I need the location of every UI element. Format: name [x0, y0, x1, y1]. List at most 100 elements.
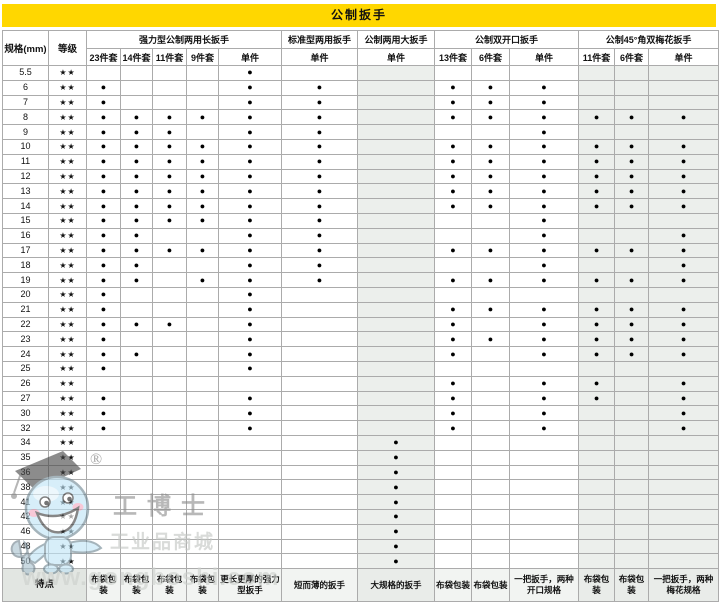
grade-cell: ★★ [48, 494, 87, 510]
empty-cell [471, 420, 510, 436]
availability-dot-cell: ● [578, 331, 616, 348]
empty-cell [86, 538, 121, 555]
empty-cell [508, 523, 580, 540]
empty-cell [357, 109, 435, 126]
availability-dot-cell: ● [614, 242, 650, 259]
grade-cell: ★★ [48, 286, 87, 303]
empty-cell [471, 405, 510, 422]
empty-cell [186, 553, 219, 570]
availability-dot-cell: ● [648, 316, 720, 333]
availability-dot-cell: ● [578, 168, 616, 185]
empty-cell [281, 494, 358, 510]
features-row: 特点 布袋包装 布袋包装 布袋包装 布袋包装 更长更厚的强力型扳手 短而薄的扳手 大规格的扳… [2, 568, 720, 603]
empty-cell [471, 316, 510, 333]
availability-dot-cell: ● [281, 242, 358, 259]
empty-cell [152, 227, 187, 244]
empty-cell [120, 94, 153, 111]
grade-cell: ★★ [48, 316, 87, 333]
empty-cell [281, 375, 358, 392]
availability-dot-cell: ● [471, 272, 510, 288]
spec-column-header: 规格(mm) [2, 30, 49, 66]
empty-cell [281, 316, 358, 333]
availability-dot-cell: ● [357, 553, 435, 570]
feature-cell: 更长更厚的强力型扳手 [218, 568, 282, 603]
availability-dot-cell: ● [281, 257, 358, 274]
empty-cell [471, 346, 510, 362]
availability-dot-cell: ● [152, 198, 187, 214]
availability-dot-cell: ● [648, 346, 720, 362]
empty-cell [508, 508, 580, 525]
empty-cell [120, 331, 153, 348]
availability-dot-cell: ● [471, 301, 510, 318]
availability-dot-cell: ● [614, 316, 650, 333]
availability-dot-cell: ● [218, 153, 282, 170]
availability-dot-cell: ● [434, 242, 472, 259]
feature-cell: 大规格的扳手 [357, 568, 435, 603]
empty-cell [357, 405, 435, 422]
availability-dot-cell: ● [357, 449, 435, 466]
availability-dot-cell: ● [86, 346, 121, 362]
group-header-box-end-wrench: 公制45°角双梅花扳手 [578, 30, 720, 49]
empty-cell [281, 420, 358, 436]
empty-cell [471, 390, 510, 407]
availability-dot-cell: ● [186, 153, 219, 170]
empty-cell [186, 508, 219, 525]
empty-cell [434, 523, 472, 540]
availability-dot-cell: ● [86, 286, 121, 303]
col-header: 单件 [218, 48, 282, 66]
empty-cell [648, 538, 720, 555]
availability-dot-cell: ● [120, 138, 153, 155]
empty-cell [357, 346, 435, 362]
empty-cell [471, 479, 510, 496]
availability-dot-cell: ● [86, 360, 121, 377]
availability-dot-cell: ● [218, 331, 282, 348]
spec-row: 46 ★★ ● [2, 523, 720, 540]
col-header: 14件套 [120, 48, 153, 66]
spec-row: 36 ★★ ● [2, 464, 720, 481]
empty-cell [614, 212, 650, 229]
spec-row: 25 ★★ ● ● [2, 360, 720, 377]
availability-dot-cell: ● [508, 390, 580, 407]
group-header-open-end-wrench: 公制双开口扳手 [433, 30, 580, 49]
availability-dot-cell: ● [648, 301, 720, 318]
empty-cell [281, 479, 358, 496]
availability-dot-cell: ● [86, 124, 121, 140]
availability-dot-cell: ● [152, 316, 187, 333]
empty-cell [152, 272, 187, 288]
availability-dot-cell: ● [434, 198, 472, 214]
empty-cell [434, 449, 472, 466]
spec-row: 5.5 ★★ ● [2, 65, 720, 81]
empty-cell [218, 375, 282, 392]
empty-cell [120, 434, 153, 451]
empty-cell [357, 65, 435, 81]
empty-cell [508, 65, 580, 81]
availability-dot-cell: ● [434, 346, 472, 362]
empty-cell [434, 257, 472, 274]
empty-cell [186, 494, 219, 510]
availability-dot-cell: ● [508, 94, 580, 111]
empty-cell [186, 375, 219, 392]
empty-cell [648, 449, 720, 466]
empty-cell [434, 360, 472, 377]
empty-cell [357, 198, 435, 214]
availability-dot-cell: ● [86, 153, 121, 170]
availability-dot-cell: ● [578, 390, 616, 407]
availability-dot-cell: ● [508, 375, 580, 392]
availability-dot-cell: ● [281, 109, 358, 126]
group-header-standard-wrench: 标准型两用扳手 [281, 30, 358, 49]
empty-cell [120, 65, 153, 81]
empty-cell [186, 538, 219, 555]
grade-cell: ★★ [48, 79, 87, 96]
empty-cell [120, 301, 153, 318]
empty-cell [578, 286, 616, 303]
availability-dot-cell: ● [508, 212, 580, 229]
empty-cell [152, 65, 187, 81]
availability-dot-cell: ● [152, 153, 187, 170]
empty-cell [578, 94, 616, 111]
grade-cell: ★★ [48, 331, 87, 348]
spec-table: 规格(mm) 等级 强力型公制两用长扳手 标准型两用扳手 公制两用大扳手 公制双… [2, 30, 720, 603]
availability-dot-cell: ● [218, 346, 282, 362]
size-cell: 20 [2, 286, 49, 303]
empty-cell [434, 538, 472, 555]
availability-dot-cell: ● [578, 138, 616, 155]
